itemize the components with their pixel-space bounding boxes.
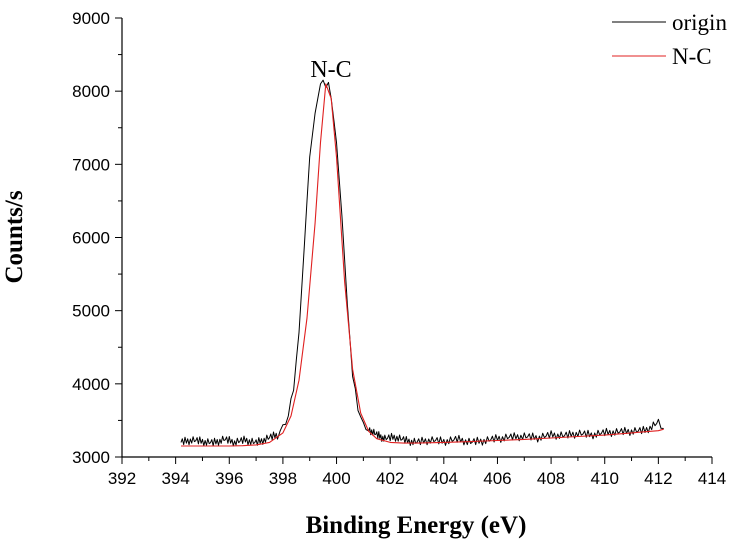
- x-tick-label: 396: [215, 469, 243, 488]
- x-tick-label: 404: [430, 469, 458, 488]
- x-tick-label: 410: [591, 469, 619, 488]
- peak-annotation: N-C: [310, 57, 351, 83]
- x-tick-label: 400: [322, 469, 350, 488]
- y-tick-label: 8000: [72, 82, 110, 101]
- x-tick-label: 398: [269, 469, 297, 488]
- series-line-origin: [180, 79, 664, 447]
- x-tick-label: 402: [376, 469, 404, 488]
- x-tick-label: 406: [483, 469, 511, 488]
- y-tick-label: 7000: [72, 155, 110, 174]
- legend-label-n-c: N-C: [672, 44, 712, 69]
- x-tick-label: 414: [698, 469, 726, 488]
- series-layer: [180, 79, 664, 447]
- y-tick-label: 5000: [72, 302, 110, 321]
- y-tick-label: 4000: [72, 375, 110, 394]
- y-axis-title: Counts/s: [1, 190, 28, 283]
- axes: 392 394 396 398 400 402 404 406 408 410 412 414 3000…: [72, 9, 726, 488]
- y-tick-label: 9000: [72, 9, 110, 28]
- y-tick-label: 6000: [72, 229, 110, 248]
- legend: origin N-C: [612, 10, 727, 69]
- x-axis-title: Binding Energy (eV): [306, 512, 527, 539]
- x-tick-label: 408: [537, 469, 565, 488]
- series-line-n-c: [181, 83, 664, 447]
- x-tick-label: 394: [161, 469, 189, 488]
- x-tick-label: 392: [108, 469, 136, 488]
- legend-label-origin: origin: [672, 10, 727, 35]
- y-tick-label: 3000: [72, 448, 110, 467]
- x-tick-label: 412: [644, 469, 672, 488]
